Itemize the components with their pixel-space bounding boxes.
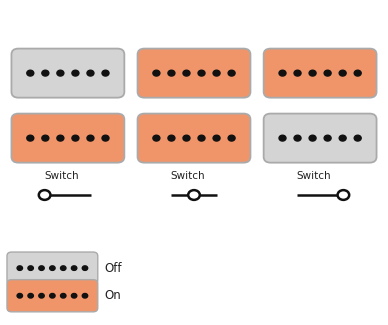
Circle shape xyxy=(324,70,331,76)
Circle shape xyxy=(57,70,64,76)
FancyBboxPatch shape xyxy=(137,114,251,163)
Circle shape xyxy=(188,190,200,200)
Circle shape xyxy=(17,266,23,270)
Circle shape xyxy=(39,266,44,270)
Circle shape xyxy=(17,293,23,298)
Circle shape xyxy=(57,135,64,141)
Circle shape xyxy=(61,266,66,270)
Circle shape xyxy=(153,135,160,141)
Circle shape xyxy=(102,135,109,141)
Circle shape xyxy=(102,70,109,76)
Circle shape xyxy=(309,70,316,76)
Circle shape xyxy=(279,70,286,76)
FancyBboxPatch shape xyxy=(264,48,376,98)
Circle shape xyxy=(168,70,175,76)
FancyBboxPatch shape xyxy=(11,48,124,98)
Circle shape xyxy=(87,70,94,76)
Circle shape xyxy=(71,266,77,270)
Circle shape xyxy=(198,135,205,141)
FancyBboxPatch shape xyxy=(11,114,124,163)
Text: On: On xyxy=(105,289,121,302)
Circle shape xyxy=(27,70,34,76)
Circle shape xyxy=(309,135,316,141)
Circle shape xyxy=(324,135,331,141)
Circle shape xyxy=(183,70,190,76)
Circle shape xyxy=(339,70,346,76)
FancyBboxPatch shape xyxy=(7,252,98,284)
Circle shape xyxy=(339,135,346,141)
Circle shape xyxy=(183,135,190,141)
Circle shape xyxy=(279,135,286,141)
Circle shape xyxy=(82,266,88,270)
Circle shape xyxy=(72,70,79,76)
FancyBboxPatch shape xyxy=(137,48,251,98)
Circle shape xyxy=(338,190,349,200)
Circle shape xyxy=(27,135,34,141)
FancyBboxPatch shape xyxy=(264,114,376,163)
Circle shape xyxy=(294,70,301,76)
Circle shape xyxy=(61,293,66,298)
Circle shape xyxy=(39,190,50,200)
Circle shape xyxy=(39,293,44,298)
Text: Off: Off xyxy=(105,262,122,275)
Circle shape xyxy=(198,70,205,76)
Circle shape xyxy=(82,293,88,298)
Circle shape xyxy=(42,135,49,141)
Circle shape xyxy=(168,135,175,141)
Circle shape xyxy=(213,70,220,76)
Circle shape xyxy=(71,293,77,298)
Circle shape xyxy=(72,135,79,141)
Circle shape xyxy=(354,135,361,141)
Circle shape xyxy=(50,293,55,298)
Circle shape xyxy=(294,135,301,141)
Circle shape xyxy=(153,70,160,76)
Circle shape xyxy=(50,266,55,270)
Text: Switch: Switch xyxy=(297,171,331,181)
Circle shape xyxy=(28,266,33,270)
Circle shape xyxy=(228,135,235,141)
Circle shape xyxy=(87,135,94,141)
Circle shape xyxy=(354,70,361,76)
Text: Switch: Switch xyxy=(45,171,79,181)
Circle shape xyxy=(28,293,33,298)
FancyBboxPatch shape xyxy=(7,280,98,312)
Text: Switch: Switch xyxy=(171,171,205,181)
Circle shape xyxy=(42,70,49,76)
Circle shape xyxy=(228,70,235,76)
Circle shape xyxy=(213,135,220,141)
